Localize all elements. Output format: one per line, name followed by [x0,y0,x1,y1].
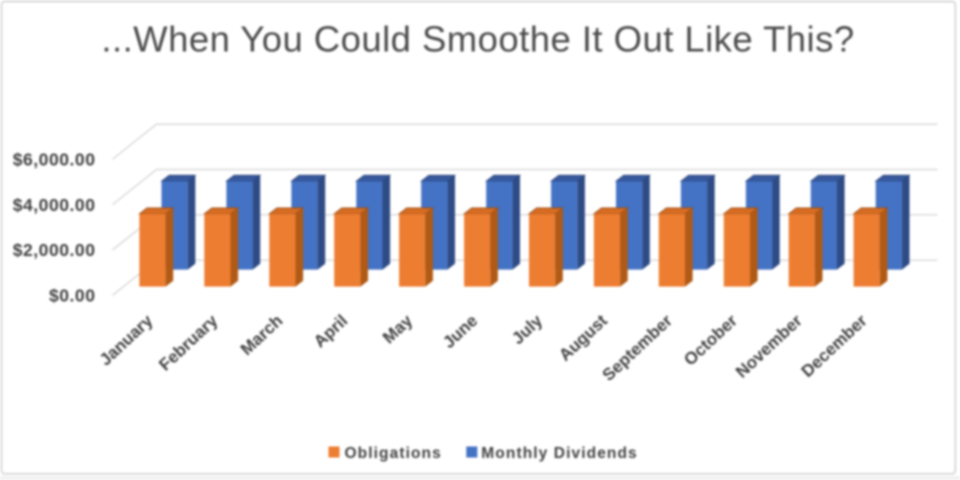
svg-text:Monthly Dividends: Monthly Dividends [481,445,637,462]
svg-text:$4,000.00: $4,000.00 [13,195,96,215]
svg-text:$2,000.00: $2,000.00 [13,240,96,260]
svg-text:...When You Could Smoothe It O: ...When You Could Smoothe It Out Like Th… [101,18,854,59]
svg-text:$6,000.00: $6,000.00 [13,150,96,170]
svg-text:Obligations: Obligations [345,445,442,462]
svg-text:$0.00: $0.00 [49,286,96,306]
